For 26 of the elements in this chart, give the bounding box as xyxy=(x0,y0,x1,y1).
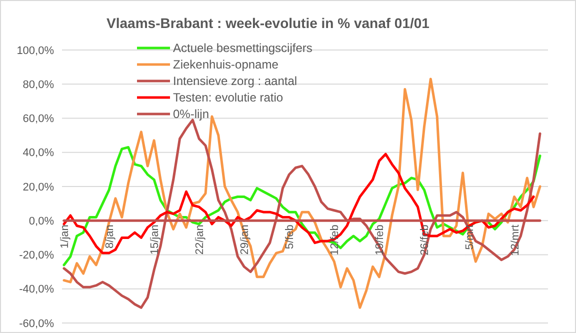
legend-label: Actuele besmettingscijfers xyxy=(173,41,312,56)
x-tick-label: 22/jan xyxy=(194,224,206,255)
legend-label: Intensieve zorg : aantal xyxy=(173,74,298,88)
x-tick-label: 26/feb xyxy=(419,224,432,256)
x-tick-label: 8/jan xyxy=(104,224,116,248)
x-tick-label: 12/feb xyxy=(329,224,342,256)
y-tick-label: 80,0% xyxy=(22,78,54,91)
y-tick-label: -60,0% xyxy=(19,318,54,330)
x-tick-label: 12/mrt xyxy=(509,224,522,256)
x-tick-label: 19/feb xyxy=(374,224,386,256)
legend-label: Testen: evolutie ratio xyxy=(173,90,284,105)
y-tick-label: 60,0% xyxy=(22,113,54,126)
x-tick-label: 1/jan xyxy=(59,224,71,248)
y-tick-label: 0,0% xyxy=(28,215,54,228)
y-tick-label: -20,0% xyxy=(19,250,54,262)
y-tick-label: 40,0% xyxy=(22,147,54,160)
x-tick-label: 29/jan xyxy=(239,224,252,255)
legend-label: 0%-lijn xyxy=(173,107,210,122)
x-tick-label: 5/mrt xyxy=(464,224,476,250)
x-tick-label: 5/feb xyxy=(284,224,296,250)
legend-label: Ziekenhuis-opname xyxy=(173,58,279,72)
x-tick-label: 15/jan xyxy=(149,224,162,255)
y-tick-label: 20,0% xyxy=(22,181,54,194)
chart-title: Vlaams-Brabant : week-evolutie in % vanaf 01/01 xyxy=(106,15,430,31)
y-tick-label: -40,0% xyxy=(19,284,54,296)
y-tick-label: 100,0% xyxy=(16,44,54,57)
